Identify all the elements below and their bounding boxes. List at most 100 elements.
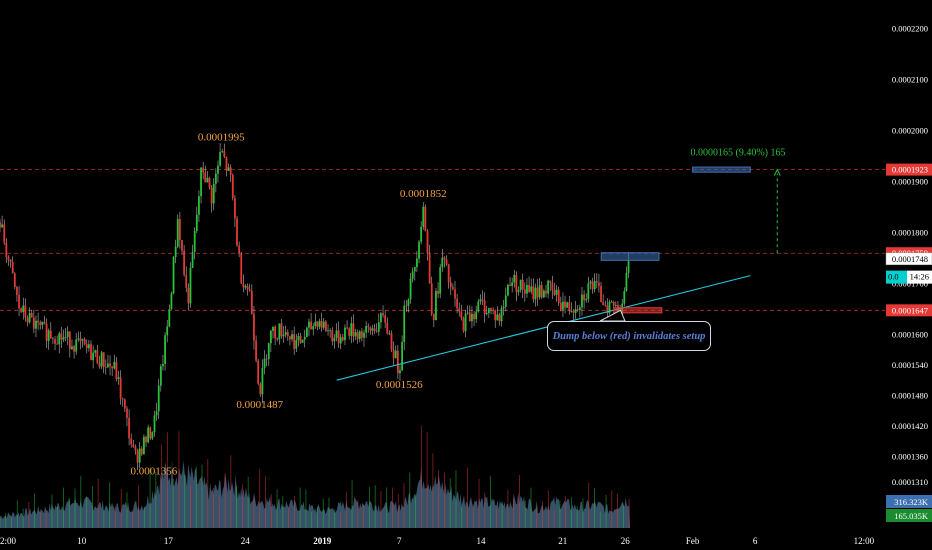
candle-body: [183, 250, 186, 275]
candle-body: [454, 289, 456, 299]
candle-body: [123, 399, 126, 409]
candle-body: [98, 363, 101, 367]
candle-body: [310, 321, 312, 330]
candle-body: [555, 289, 558, 295]
y-tick-label: 0.0001480: [892, 390, 928, 400]
candle-body: [589, 281, 592, 284]
candle-body: [460, 311, 463, 319]
candle-body: [109, 363, 111, 367]
candle-body: [147, 427, 150, 443]
candle-body: [81, 339, 84, 341]
current-price-tag: [886, 270, 908, 284]
axis-price-tag-label: 0.0001647: [892, 305, 928, 315]
candle-body: [591, 281, 594, 290]
candle-body: [246, 286, 249, 290]
candle-body: [85, 344, 88, 349]
candle-body: [623, 290, 626, 304]
candle-body: [538, 285, 541, 298]
time-axis[interactable]: 2:00 10 17 24 2019 7 14 21 26 Feb 6 12:00: [0, 536, 875, 546]
candle-body: [471, 313, 473, 322]
candle-body: [255, 340, 257, 361]
current-price-label: 0.0: [888, 272, 899, 282]
y-tick-label: 0.0001310: [892, 477, 928, 487]
price-label: 0.0001487: [236, 399, 283, 411]
candle-body: [166, 326, 169, 336]
candle-body: [595, 281, 598, 283]
candle-body: [507, 284, 509, 296]
candle-body: [401, 341, 403, 371]
candle-body: [195, 214, 198, 231]
candle-body: [509, 284, 511, 286]
candle-body: [136, 450, 139, 463]
candle-body: [24, 305, 27, 318]
x-tick-label: 2019: [313, 536, 332, 546]
candle-body: [284, 332, 287, 335]
candle-body: [39, 322, 42, 326]
candle-body: [352, 323, 355, 337]
candle-body: [104, 366, 107, 368]
annotation-callout[interactable]: Dump below (red) invalidates setup: [547, 321, 711, 351]
candle-body: [371, 328, 374, 331]
y-tick-label: 0.0002000: [892, 125, 928, 135]
candle-body: [291, 334, 293, 340]
candle-body: [259, 384, 262, 395]
candle-body: [185, 274, 188, 288]
candle-body: [200, 167, 202, 197]
candle-body: [318, 321, 321, 327]
candle-body: [386, 322, 389, 334]
candle-body: [295, 340, 298, 349]
candle-body: [0, 222, 1, 228]
x-tick-label: 14: [476, 536, 486, 546]
candle-body: [494, 310, 497, 321]
candle-body: [447, 264, 450, 283]
candle-body: [570, 310, 573, 312]
candle-body: [168, 309, 171, 327]
candle-body: [356, 332, 359, 339]
candle-body: [30, 312, 33, 318]
price-axis[interactable]: 0.00022000.00021000.00020000.00019000.00…: [885, 23, 932, 522]
candle-body: [176, 219, 179, 247]
y-tick-label: 0.0002200: [892, 23, 928, 33]
candle-body: [581, 294, 583, 308]
candle-body: [225, 157, 228, 171]
candle-body: [320, 321, 323, 328]
candle-body: [542, 290, 545, 298]
volume-tag-label: 165.035K: [894, 511, 929, 521]
candle-body: [219, 152, 221, 166]
candle-body: [289, 336, 291, 340]
candle-body: [7, 256, 10, 260]
candle-body: [164, 335, 166, 364]
candle-body: [534, 287, 537, 300]
y-tick-label: 0.0001800: [892, 227, 928, 237]
candle-body: [170, 293, 173, 310]
candle-body: [443, 257, 446, 260]
candle-body: [119, 377, 122, 399]
candle-body: [250, 290, 253, 314]
candle-body: [496, 314, 499, 321]
candle-body: [475, 311, 478, 320]
candle-body: [316, 321, 319, 327]
candle-body: [435, 290, 437, 321]
candle-body: [9, 259, 12, 262]
candle-body: [217, 165, 219, 174]
candle-body: [551, 282, 554, 290]
candle-body: [521, 279, 524, 290]
candle-body: [390, 333, 393, 350]
candle-body: [314, 321, 317, 327]
measure-label: 0.0000165 (9.40%) 165: [691, 148, 786, 159]
candle-body: [403, 305, 406, 342]
candle-body: [138, 448, 141, 463]
candle-body: [329, 330, 332, 332]
candle-body: [149, 427, 152, 439]
countdown-tag: [907, 270, 932, 284]
candle-body: [236, 218, 238, 246]
candle-body: [407, 299, 410, 306]
candle-body: [530, 286, 533, 292]
candle-body: [64, 337, 67, 338]
candle-body: [100, 352, 103, 367]
candle-body: [153, 415, 156, 432]
candle-body: [625, 272, 628, 291]
candle-body: [498, 314, 501, 322]
candle-body: [43, 321, 46, 324]
candle-body: [113, 361, 116, 369]
